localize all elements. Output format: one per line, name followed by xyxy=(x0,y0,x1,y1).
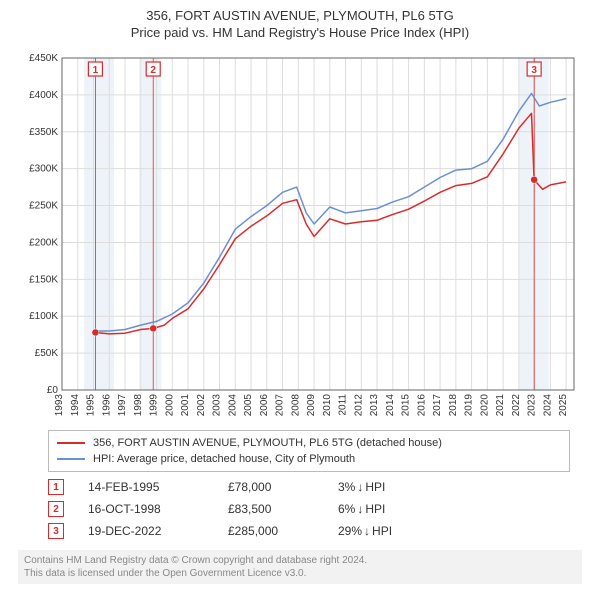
transaction-price: £78,000 xyxy=(228,480,338,494)
svg-text:2023: 2023 xyxy=(527,394,538,417)
svg-text:1994: 1994 xyxy=(70,394,81,417)
legend-label: 356, FORT AUSTIN AVENUE, PLYMOUTH, PL6 5… xyxy=(93,437,442,449)
transaction-price: £83,500 xyxy=(228,502,338,516)
svg-text:£100K: £100K xyxy=(29,311,58,322)
svg-text:2008: 2008 xyxy=(290,394,301,417)
svg-text:£50K: £50K xyxy=(35,348,59,359)
svg-text:£150K: £150K xyxy=(29,274,58,285)
chart-title-block: 356, FORT AUSTIN AVENUE, PLYMOUTH, PL6 5… xyxy=(0,0,600,42)
svg-text:1999: 1999 xyxy=(149,394,160,417)
transaction-marker: 3 xyxy=(48,523,64,539)
transaction-row: 2 16-OCT-1998£83,5006% ↓ HPI xyxy=(48,498,552,520)
footer-line-2: This data is licensed under the Open Gov… xyxy=(24,567,576,580)
transaction-row: 3 19-DEC-2022£285,00029% ↓ HPI xyxy=(48,520,552,542)
svg-text:£450K: £450K xyxy=(29,53,58,64)
svg-text:1: 1 xyxy=(93,65,99,76)
transaction-date: 14-FEB-1995 xyxy=(88,480,228,494)
legend-swatch xyxy=(57,442,85,444)
svg-text:2021: 2021 xyxy=(495,394,506,417)
legend-item: 356, FORT AUSTIN AVENUE, PLYMOUTH, PL6 5… xyxy=(57,435,561,451)
svg-text:1996: 1996 xyxy=(101,394,112,417)
svg-text:2009: 2009 xyxy=(306,394,317,417)
transaction-marker: 1 xyxy=(48,479,64,495)
svg-text:2007: 2007 xyxy=(275,394,286,417)
transaction-date: 16-OCT-1998 xyxy=(88,502,228,516)
svg-text:£250K: £250K xyxy=(29,201,58,212)
svg-text:2024: 2024 xyxy=(542,394,553,417)
svg-text:2011: 2011 xyxy=(338,394,349,416)
svg-text:2013: 2013 xyxy=(369,394,380,417)
svg-text:1997: 1997 xyxy=(117,394,128,417)
svg-text:1998: 1998 xyxy=(133,394,144,417)
transaction-delta: 6% ↓ HPI xyxy=(338,502,458,516)
svg-text:2015: 2015 xyxy=(401,394,412,417)
attribution-footer: Contains HM Land Registry data © Crown c… xyxy=(18,550,582,584)
legend-item: HPI: Average price, detached house, City… xyxy=(57,451,561,467)
svg-text:2005: 2005 xyxy=(243,394,254,417)
transaction-marker: 2 xyxy=(48,501,64,517)
svg-text:2022: 2022 xyxy=(511,394,522,417)
legend-swatch xyxy=(57,458,85,460)
transaction-table: 1 14-FEB-1995£78,0003% ↓ HPI 2 16-OCT-1998£… xyxy=(48,476,552,542)
legend-label: HPI: Average price, detached house, City… xyxy=(93,453,355,465)
svg-text:2012: 2012 xyxy=(353,394,364,417)
svg-text:2: 2 xyxy=(150,65,156,76)
legend: 356, FORT AUSTIN AVENUE, PLYMOUTH, PL6 5… xyxy=(48,430,570,472)
svg-text:2016: 2016 xyxy=(416,394,427,417)
svg-text:£400K: £400K xyxy=(29,90,58,101)
transaction-date: 19-DEC-2022 xyxy=(88,524,228,538)
transaction-delta: 29% ↓ HPI xyxy=(338,524,458,538)
down-arrow-icon: ↓ xyxy=(357,480,363,494)
svg-text:2004: 2004 xyxy=(227,394,238,417)
transaction-price: £285,000 xyxy=(228,524,338,538)
transaction-row: 1 14-FEB-1995£78,0003% ↓ HPI xyxy=(48,476,552,498)
down-arrow-icon: ↓ xyxy=(357,502,363,516)
svg-text:2017: 2017 xyxy=(432,394,443,417)
title-line-1: 356, FORT AUSTIN AVENUE, PLYMOUTH, PL6 5… xyxy=(0,8,600,25)
svg-text:2010: 2010 xyxy=(322,394,333,417)
svg-text:3: 3 xyxy=(531,65,537,76)
svg-text:£200K: £200K xyxy=(29,237,58,248)
svg-text:2001: 2001 xyxy=(180,394,191,417)
down-arrow-icon: ↓ xyxy=(364,524,370,538)
svg-text:2006: 2006 xyxy=(259,394,270,417)
svg-text:2003: 2003 xyxy=(212,394,223,417)
svg-text:2014: 2014 xyxy=(385,394,396,417)
svg-text:2025: 2025 xyxy=(558,394,569,417)
title-line-2: Price paid vs. HM Land Registry's House … xyxy=(0,25,600,42)
svg-text:2018: 2018 xyxy=(448,394,459,417)
svg-text:1995: 1995 xyxy=(86,394,97,417)
svg-text:1993: 1993 xyxy=(54,394,65,417)
svg-text:2020: 2020 xyxy=(479,394,490,417)
svg-text:2002: 2002 xyxy=(196,394,207,417)
line-chart: £0£50K£100K£150K£200K£250K£300K£350K£400… xyxy=(18,52,582,422)
svg-text:£350K: £350K xyxy=(29,127,58,138)
transaction-delta: 3% ↓ HPI xyxy=(338,480,458,494)
svg-text:2019: 2019 xyxy=(464,394,475,417)
svg-text:£300K: £300K xyxy=(29,164,58,175)
footer-line-1: Contains HM Land Registry data © Crown c… xyxy=(24,554,576,567)
svg-text:2000: 2000 xyxy=(164,394,175,417)
chart-container: £0£50K£100K£150K£200K£250K£300K£350K£400… xyxy=(18,52,582,422)
